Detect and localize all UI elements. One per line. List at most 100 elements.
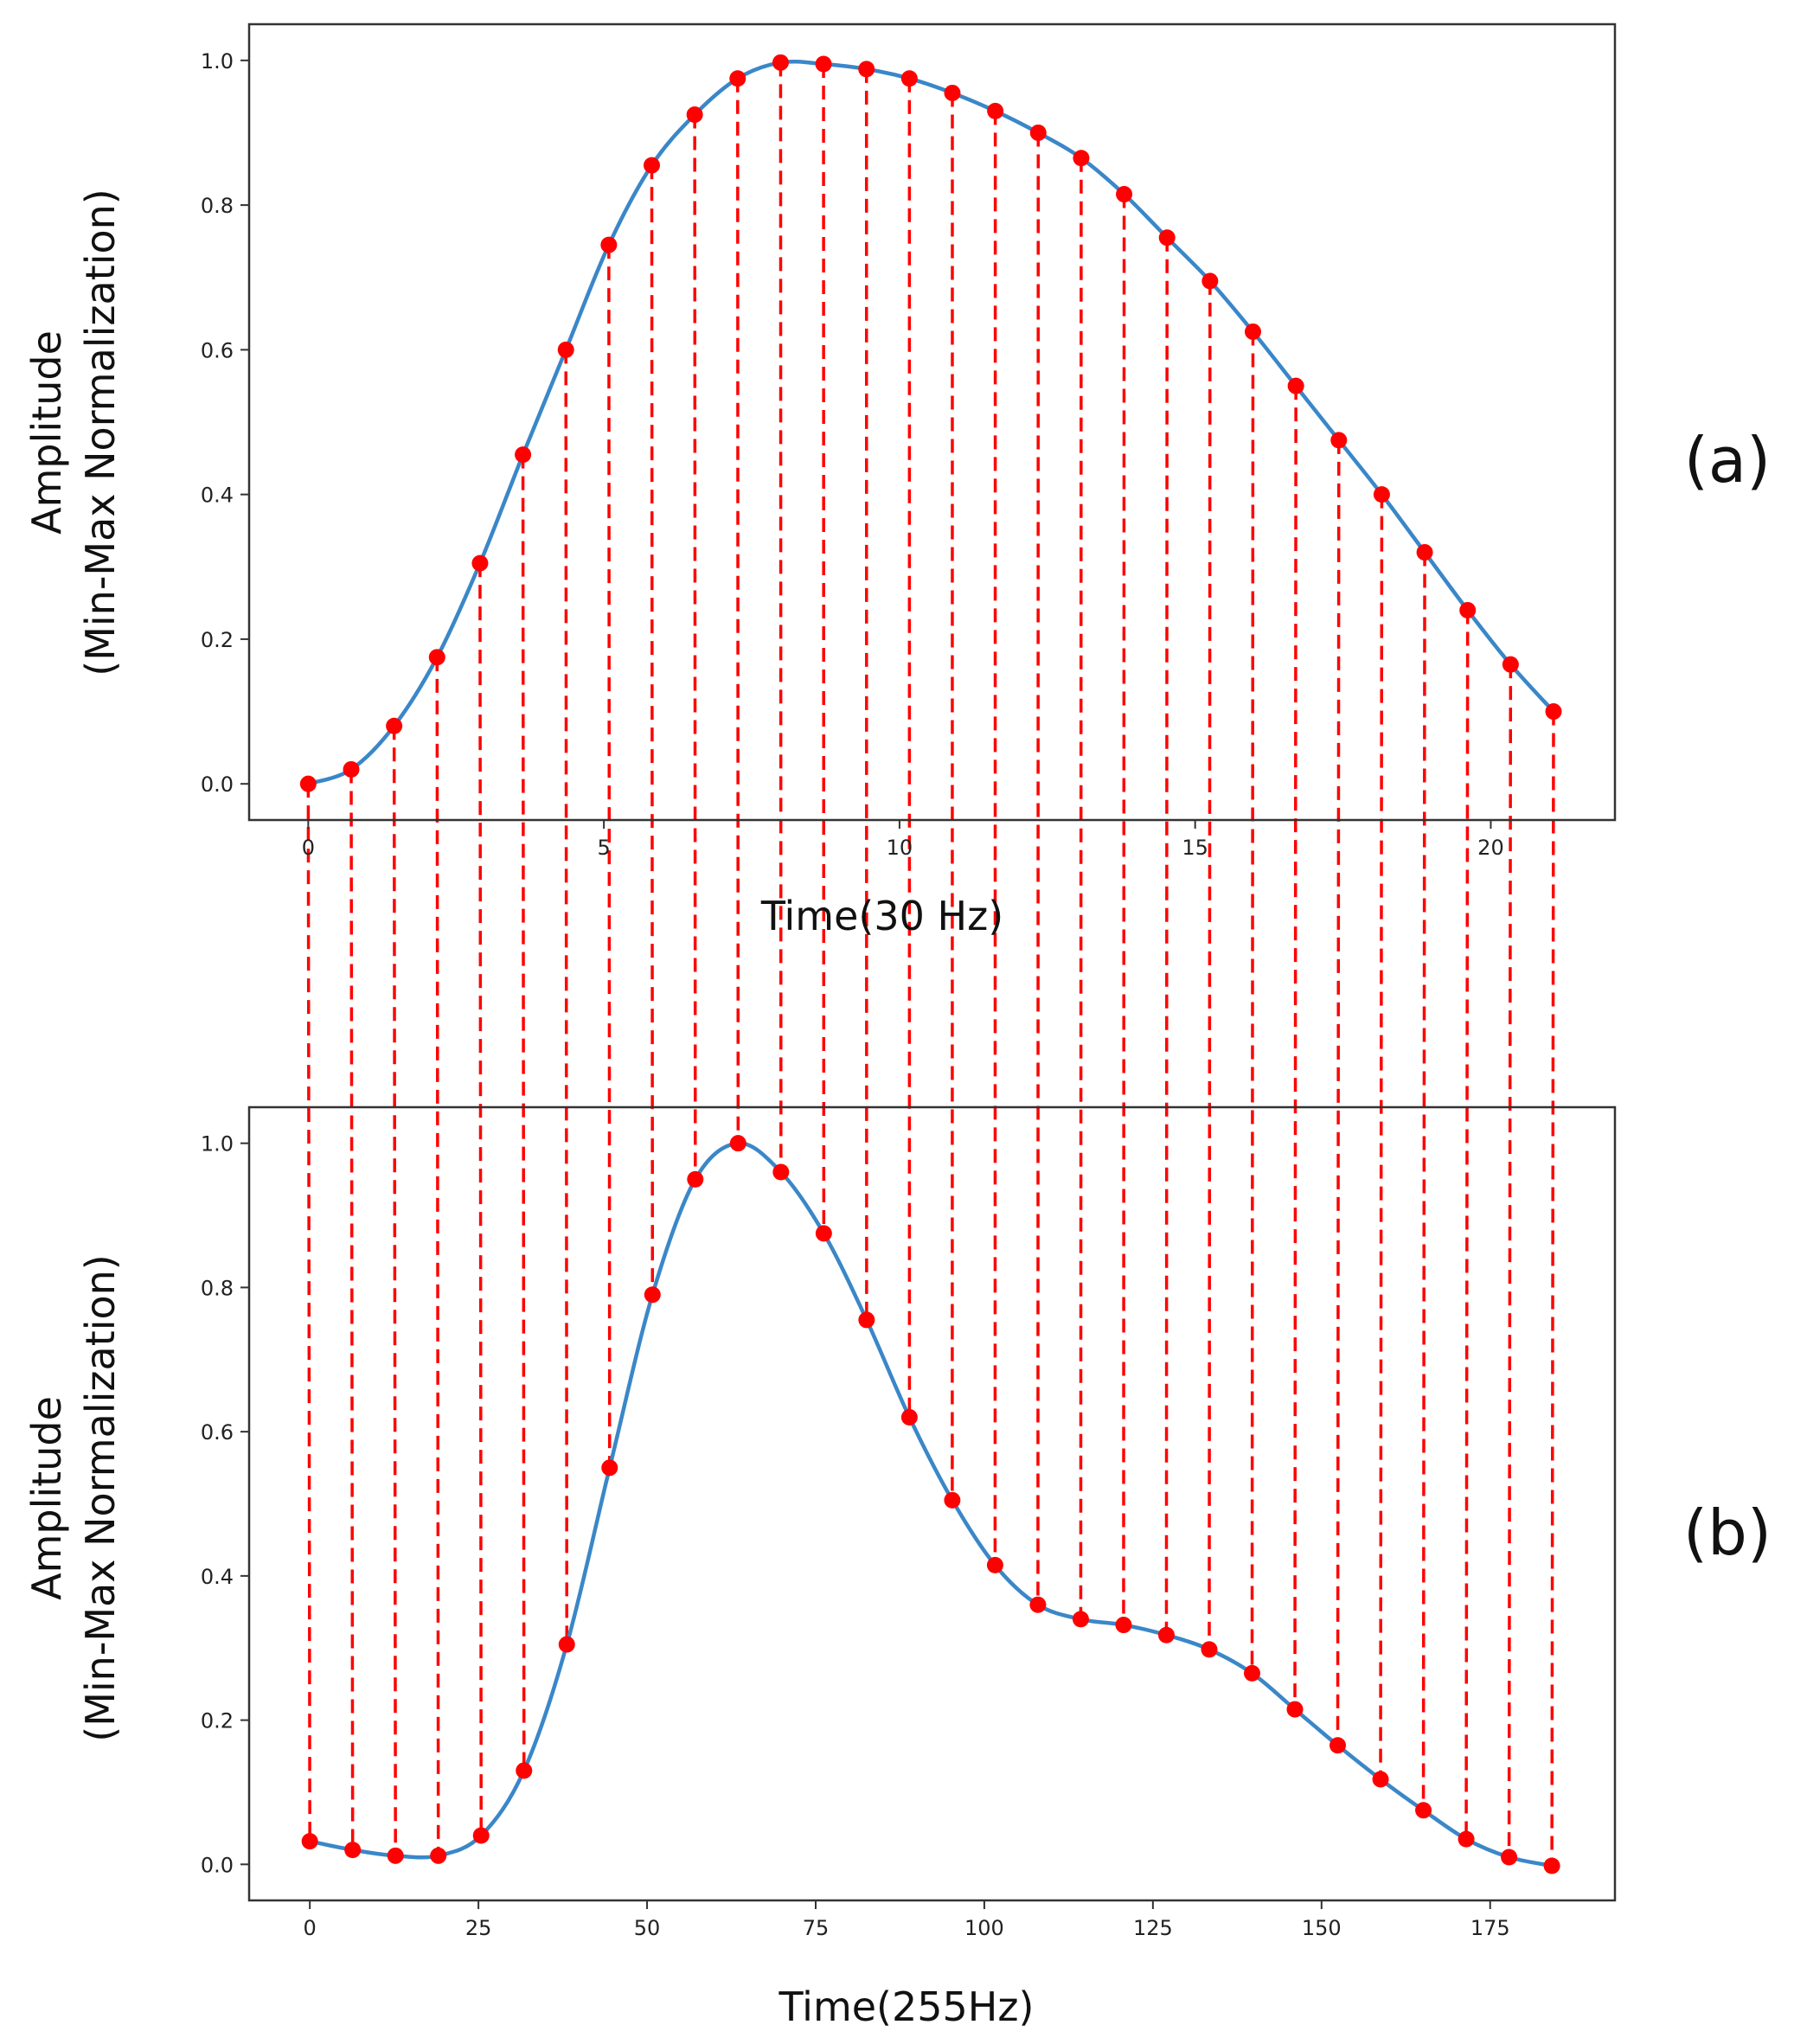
sample-connectors <box>306 62 1555 1866</box>
data-point <box>1458 1830 1475 1848</box>
panel-b-label: (b) <box>1683 1496 1772 1569</box>
x-tick-label: 100 <box>964 1916 1004 1940</box>
data-point <box>343 760 360 778</box>
data-point <box>1158 229 1176 247</box>
data-point <box>729 1135 746 1152</box>
data-point <box>1459 601 1477 618</box>
data-point <box>1286 1701 1304 1718</box>
data-point <box>1244 323 1261 340</box>
data-point <box>1287 377 1304 394</box>
y-tick-label: 0.6 <box>201 338 234 362</box>
panel-a-x-axis-label: Time(30 Hz) <box>760 893 1003 939</box>
data-point <box>772 1163 790 1181</box>
connector-line <box>650 165 655 1295</box>
connector-line <box>736 78 740 1144</box>
y-tick-label: 1.0 <box>201 49 234 74</box>
panel-a-plot-frame <box>247 22 1617 822</box>
data-point <box>1201 272 1219 290</box>
data-point <box>815 1225 832 1242</box>
data-point <box>772 54 789 71</box>
data-point <box>644 1286 661 1304</box>
connector-line <box>349 769 355 1850</box>
connector-line <box>607 245 612 1468</box>
data-point <box>1029 124 1047 141</box>
data-point <box>1545 703 1562 721</box>
data-point <box>387 1847 404 1864</box>
connector-line <box>392 726 397 1856</box>
connector-line <box>1208 280 1212 1650</box>
panel-b: 0.0 0.2 0.4 0.6 0.8 1.0 0 25 50 75 100 125 150 175 T… <box>23 1105 1772 2030</box>
data-point <box>299 775 317 792</box>
data-point <box>1373 486 1390 503</box>
data-point <box>472 1827 490 1844</box>
data-point <box>1329 1737 1347 1754</box>
panel-b-points <box>301 1135 1560 1874</box>
connector-line <box>521 454 526 1771</box>
y-tick-label: 0.2 <box>201 1709 234 1733</box>
connector-line <box>1250 331 1255 1674</box>
data-point <box>1501 1849 1518 1866</box>
data-point <box>944 84 961 101</box>
x-tick-label: 25 <box>465 1916 492 1940</box>
data-point <box>900 1408 918 1426</box>
data-point <box>1543 1857 1560 1874</box>
panel-a-curve <box>307 59 1555 786</box>
connector-line <box>1293 386 1297 1710</box>
panel-a-points <box>299 54 1562 792</box>
y-tick-label: 0.4 <box>201 484 234 508</box>
data-point <box>557 341 574 358</box>
data-point <box>643 157 660 174</box>
data-point <box>815 55 832 73</box>
data-point <box>600 236 618 253</box>
connector-line <box>1336 439 1341 1746</box>
x-tick-label: 5 <box>597 836 610 860</box>
panel-b-series-line <box>309 1141 1553 1868</box>
data-point <box>428 649 445 666</box>
panel-b-y-ticks: 0.0 0.2 0.4 0.6 0.8 1.0 <box>201 1132 249 1877</box>
x-tick-label: 10 <box>887 836 913 860</box>
panel-a: 0.00.20.40.60.81.0 0 5 10 15 20 Time(30 Hz) … <box>23 22 1771 939</box>
data-point <box>1415 1802 1432 1819</box>
panel-a-x-ticks: 0 5 10 15 20 <box>302 820 1504 860</box>
connector-line <box>1507 664 1513 1857</box>
x-tick-label: 0 <box>302 836 315 860</box>
data-point <box>1201 1641 1218 1658</box>
connector-line <box>564 349 569 1645</box>
data-point <box>344 1842 362 1859</box>
data-point <box>430 1847 447 1864</box>
data-point <box>1372 1771 1389 1788</box>
x-tick-label: 175 <box>1470 1916 1510 1940</box>
panel-b-curve <box>309 1141 1553 1868</box>
panel-b-plot-frame <box>247 1105 1617 1902</box>
data-point <box>471 554 489 572</box>
data-point <box>1416 544 1433 561</box>
data-point <box>1502 656 1519 673</box>
y-tick-label: 0.8 <box>201 1276 234 1300</box>
y-tick-label: 0.8 <box>201 194 234 218</box>
x-tick-label: 75 <box>803 1916 830 1940</box>
data-point <box>1115 1617 1132 1634</box>
data-point <box>301 1833 318 1850</box>
y-tick-label: 0.4 <box>201 1565 234 1589</box>
data-point <box>386 717 403 734</box>
data-point <box>558 1636 575 1653</box>
y-tick-label: 0.0 <box>201 772 234 797</box>
data-point <box>1072 1611 1089 1628</box>
panel-a-label: (a) <box>1684 424 1771 497</box>
panel-b-frame <box>247 1105 1617 1902</box>
data-point <box>1243 1664 1260 1682</box>
data-point <box>858 61 875 78</box>
data-point <box>1073 150 1090 167</box>
panel-a-frame <box>247 22 1617 822</box>
data-point <box>686 106 703 124</box>
connector-line <box>1550 711 1555 1866</box>
y-tick-label: 1.0 <box>201 1132 234 1157</box>
y-tick-label: 0.2 <box>201 628 234 652</box>
panel-a-y-ticks: 0.0 0.2 0.4 0.6 0.8 1.0 <box>201 49 249 797</box>
x-tick-label: 0 <box>304 1916 317 1940</box>
connector-line <box>306 784 311 1842</box>
connector-line <box>435 657 440 1856</box>
data-point <box>687 1170 704 1188</box>
x-tick-label: 15 <box>1182 836 1208 860</box>
